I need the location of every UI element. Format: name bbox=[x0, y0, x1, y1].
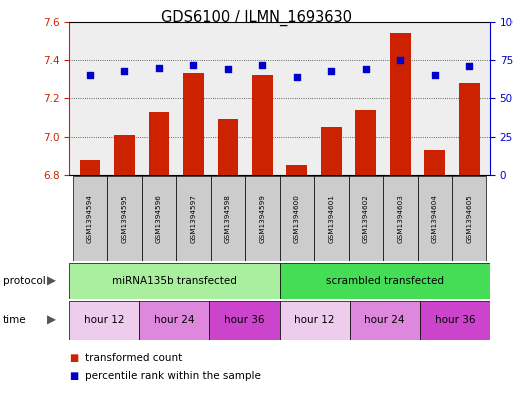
Bar bbox=[348, 176, 383, 261]
Bar bbox=[418, 176, 452, 261]
Text: protocol: protocol bbox=[3, 275, 45, 286]
Bar bbox=[183, 73, 204, 175]
Text: hour 12: hour 12 bbox=[84, 315, 125, 325]
Point bbox=[465, 63, 473, 69]
Text: percentile rank within the sample: percentile rank within the sample bbox=[85, 371, 261, 381]
Bar bbox=[140, 301, 209, 340]
Text: GSM1394601: GSM1394601 bbox=[328, 194, 334, 243]
Bar bbox=[142, 176, 176, 261]
Point bbox=[293, 73, 301, 80]
Bar bbox=[73, 176, 107, 261]
Point bbox=[327, 68, 336, 74]
Bar bbox=[252, 75, 273, 175]
Bar bbox=[280, 301, 350, 340]
Text: GSM1394604: GSM1394604 bbox=[432, 194, 438, 243]
Bar bbox=[149, 112, 169, 175]
Text: ▶: ▶ bbox=[47, 274, 56, 287]
Bar bbox=[420, 301, 490, 340]
Bar bbox=[114, 135, 135, 175]
Point bbox=[121, 68, 129, 74]
Text: ▶: ▶ bbox=[47, 314, 56, 327]
Bar bbox=[245, 176, 280, 261]
Point bbox=[362, 66, 370, 72]
Point bbox=[396, 57, 404, 63]
Point bbox=[155, 64, 163, 71]
Bar bbox=[280, 176, 314, 261]
Bar bbox=[69, 263, 280, 299]
Text: transformed count: transformed count bbox=[85, 353, 182, 363]
Bar bbox=[350, 301, 420, 340]
Bar bbox=[69, 301, 140, 340]
Text: GSM1394597: GSM1394597 bbox=[190, 194, 196, 243]
Text: GSM1394602: GSM1394602 bbox=[363, 194, 369, 243]
Bar bbox=[280, 263, 490, 299]
Bar bbox=[459, 83, 480, 175]
Bar bbox=[80, 160, 100, 175]
Text: hour 36: hour 36 bbox=[435, 315, 475, 325]
Point bbox=[430, 72, 439, 78]
Text: GSM1394605: GSM1394605 bbox=[466, 194, 472, 243]
Point bbox=[189, 61, 198, 68]
Text: ■: ■ bbox=[69, 371, 78, 381]
Bar bbox=[356, 110, 376, 175]
Bar bbox=[383, 176, 418, 261]
Text: GSM1394594: GSM1394594 bbox=[87, 194, 93, 243]
Bar bbox=[390, 33, 410, 175]
Point bbox=[86, 72, 94, 78]
Text: GSM1394599: GSM1394599 bbox=[260, 194, 265, 243]
Text: scrambled transfected: scrambled transfected bbox=[326, 275, 444, 286]
Text: ■: ■ bbox=[69, 353, 78, 363]
Bar bbox=[314, 176, 348, 261]
Text: hour 24: hour 24 bbox=[365, 315, 405, 325]
Text: time: time bbox=[3, 315, 26, 325]
Bar bbox=[286, 165, 307, 175]
Text: hour 12: hour 12 bbox=[294, 315, 335, 325]
Text: GSM1394603: GSM1394603 bbox=[397, 194, 403, 243]
Bar bbox=[321, 127, 342, 175]
Point bbox=[224, 66, 232, 72]
Bar bbox=[176, 176, 211, 261]
Text: GSM1394596: GSM1394596 bbox=[156, 194, 162, 243]
Text: miRNA135b transfected: miRNA135b transfected bbox=[112, 275, 237, 286]
Bar bbox=[211, 176, 245, 261]
Text: hour 36: hour 36 bbox=[224, 315, 265, 325]
Bar bbox=[452, 176, 486, 261]
Point bbox=[258, 61, 266, 68]
Text: hour 24: hour 24 bbox=[154, 315, 194, 325]
Bar bbox=[218, 119, 238, 175]
Text: GSM1394600: GSM1394600 bbox=[294, 194, 300, 243]
Bar bbox=[107, 176, 142, 261]
Text: GDS6100 / ILMN_1693630: GDS6100 / ILMN_1693630 bbox=[161, 10, 352, 26]
Bar bbox=[424, 150, 445, 175]
Text: GSM1394598: GSM1394598 bbox=[225, 194, 231, 243]
Text: GSM1394595: GSM1394595 bbox=[122, 194, 127, 243]
Bar bbox=[209, 301, 280, 340]
